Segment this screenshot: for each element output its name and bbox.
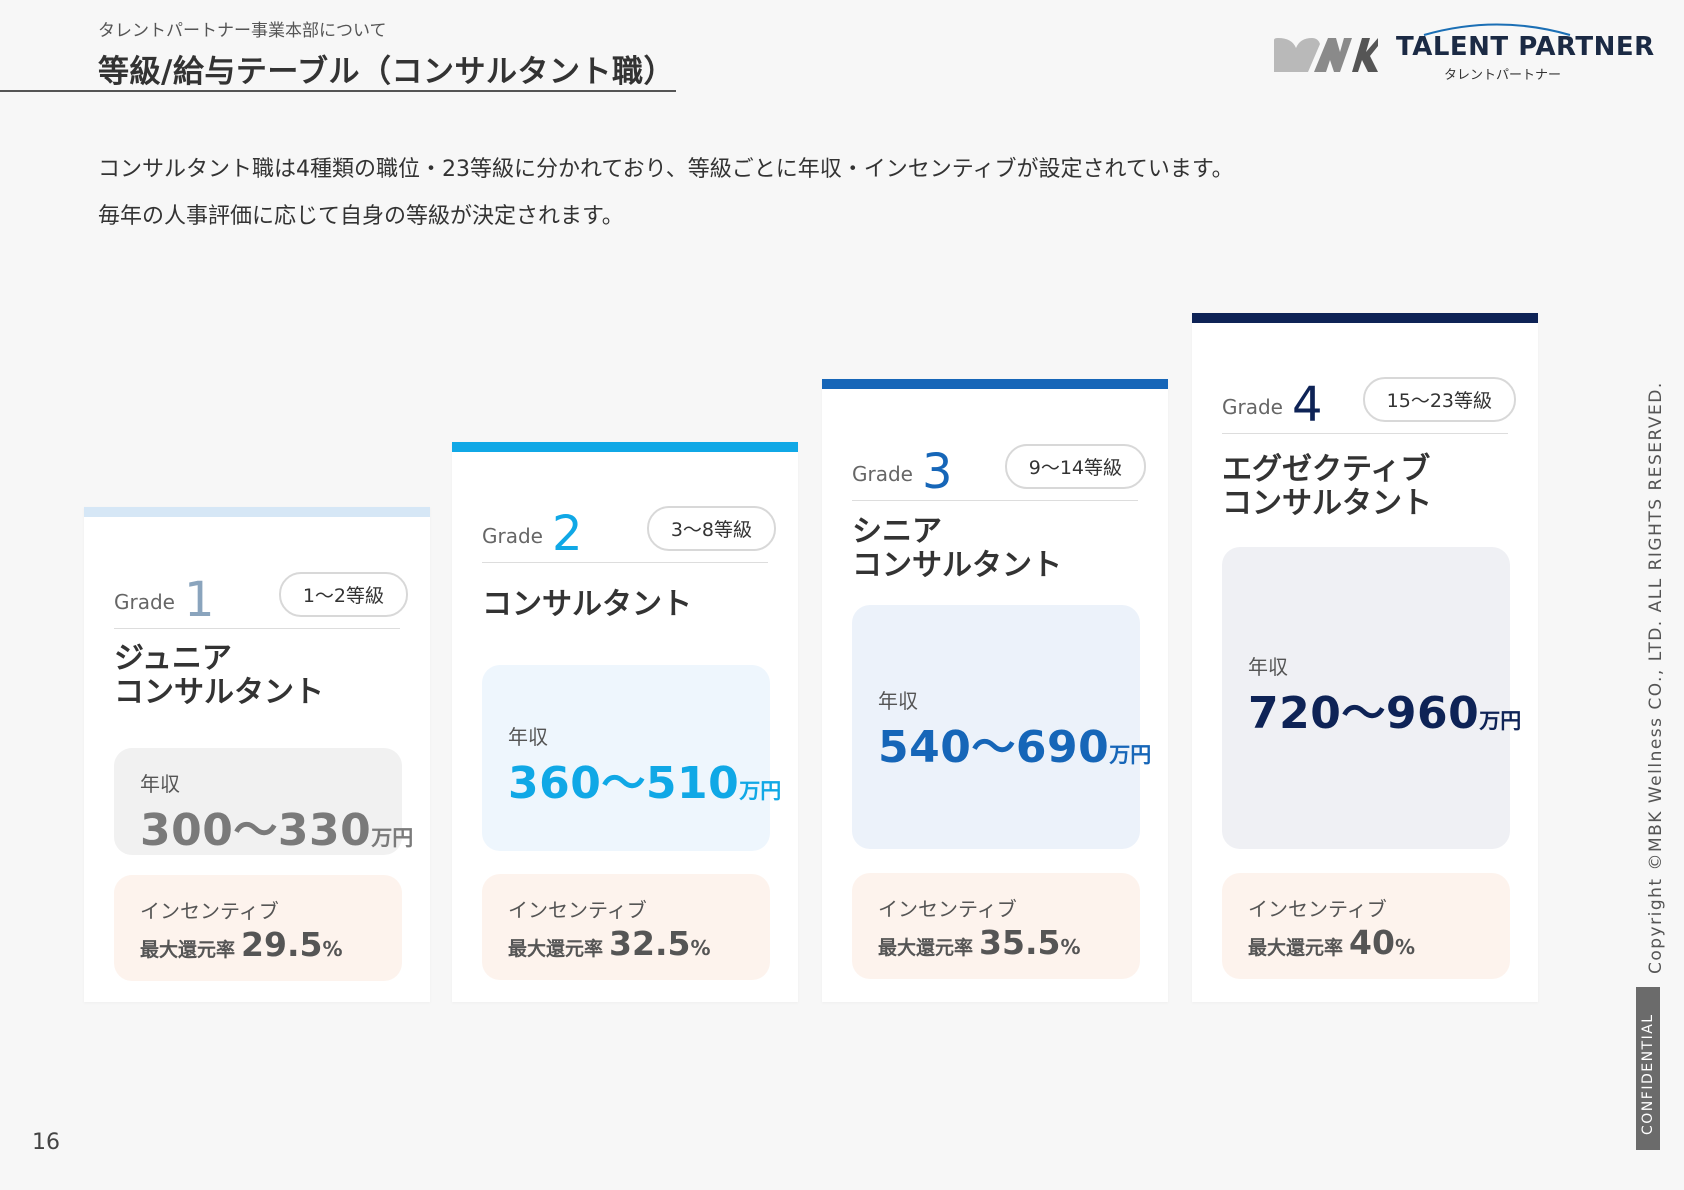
mwk-logo-mark-icon — [1274, 38, 1378, 72]
grade-4-header: Grade 4 15〜23等級 — [1222, 373, 1516, 434]
grade-3-incentive-unit: % — [1060, 935, 1081, 959]
intro-line-2: 毎年の人事評価に応じて自身の等級が決定されます。 — [98, 204, 624, 229]
grade-2-salary-box: 年収 360〜510万円 — [482, 665, 781, 851]
grade-1-incentive-unit: % — [322, 937, 343, 961]
header-subtitle: タレントパートナー事業本部について — [98, 21, 387, 41]
copyright-text: Copyright ©MBK Wellness CO., LTD. ALL RI… — [1646, 381, 1666, 974]
grade-1-range-badge: 1〜2等級 — [278, 572, 408, 617]
logo-text: TALENT PARTNER — [1396, 32, 1655, 62]
page-number: 16 — [32, 1130, 60, 1155]
grade-3-title-line-2: コンサルタント — [852, 548, 1062, 583]
grade-1-salary-box: 年収 300〜330万円 — [114, 748, 413, 856]
grade-2-range-badge: 3〜8等級 — [646, 506, 776, 551]
grade-4-incentive-label: インセンティブ — [1248, 897, 1387, 921]
grade-3-accent-bar — [822, 379, 1168, 389]
grade-1-incentive-label: インセンティブ — [140, 899, 279, 923]
grade-2-incentive-unit: % — [690, 936, 711, 960]
grade-4-salary-unit: 万円 — [1479, 709, 1522, 733]
grade-1-number: 1 — [184, 572, 215, 628]
grade-4-incentive-rate: 最大還元率 40% — [1248, 923, 1415, 962]
grade-2-header: Grade 2 3〜8等級 — [482, 502, 776, 563]
grade-2-incentive-rate: 最大還元率 32.5% — [508, 924, 710, 963]
grade-1-title-line-1: ジュニア — [114, 641, 232, 676]
grade-1-header: Grade 1 1〜2等級 — [114, 568, 408, 629]
grade-3-incentive-value: 35.5 — [979, 923, 1061, 962]
grade-3-salary-label: 年収 — [878, 689, 918, 713]
grade-4-range-badge: 15〜23等級 — [1362, 377, 1516, 422]
grade-1-accent-bar — [84, 507, 430, 517]
grade-3-number: 3 — [922, 444, 953, 500]
grade-2-incentive-label: インセンティブ — [508, 898, 647, 922]
grade-2-number: 2 — [552, 506, 583, 562]
grade-4-job-title: エグゼクティブ コンサルタント — [1222, 453, 1432, 521]
grade-1-incentive-rate: 最大還元率 29.5% — [140, 925, 342, 964]
grade-3-range-badge: 9〜14等級 — [1004, 444, 1146, 489]
grade-2-incentive-box: インセンティブ 最大還元率 32.5% — [482, 874, 770, 980]
grade-3-incentive-label: インセンティブ — [878, 897, 1017, 921]
grade-4-salary-box: 年収 720〜960万円 — [1222, 547, 1521, 849]
grade-2-incentive-value: 32.5 — [609, 924, 691, 963]
logo-kana: タレントパートナー — [1444, 68, 1562, 83]
grade-1-incentive-text: 最大還元率 — [140, 939, 236, 961]
grade-1-salary-label: 年収 — [140, 772, 180, 796]
grade-2-accent-bar — [452, 442, 798, 452]
grade-1-incentive-box: インセンティブ 最大還元率 29.5% — [114, 875, 402, 981]
grade-4-title-line-1: エグゼクティブ — [1222, 452, 1431, 487]
grade-3-header: Grade 3 9〜14等級 — [852, 440, 1146, 501]
grade-3-incentive-rate: 最大還元率 35.5% — [878, 923, 1080, 962]
grade-3-label: Grade — [852, 462, 913, 486]
header-rule — [0, 90, 676, 92]
grade-3-salary-range: 540〜690 — [878, 722, 1110, 773]
intro-text: コンサルタント職は4種類の職位・23等級に分かれており、等級ごとに年収・インセン… — [98, 146, 1234, 240]
grade-4-salary-range: 720〜960 — [1248, 688, 1480, 739]
grade-4-title-line-2: コンサルタント — [1222, 486, 1432, 521]
grade-card-3: Grade 3 9〜14等級 シニア コンサルタント 年収 540〜690万円 … — [822, 379, 1168, 1002]
grade-4-salary-value: 720〜960万円 — [1248, 677, 1521, 741]
grade-4-incentive-text: 最大還元率 — [1248, 937, 1344, 959]
grade-4-incentive-box: インセンティブ 最大還元率 40% — [1222, 873, 1510, 979]
confidential-badge: CONFIDENTIAL — [1636, 987, 1660, 1150]
grade-1-incentive-value: 29.5 — [241, 925, 323, 964]
grade-2-job-title: コンサルタント — [482, 588, 692, 622]
grade-3-salary-value: 540〜690万円 — [878, 711, 1151, 775]
grade-3-incentive-box: インセンティブ 最大還元率 35.5% — [852, 873, 1140, 979]
grade-2-label: Grade — [482, 524, 543, 548]
grade-2-salary-value: 360〜510万円 — [508, 747, 781, 811]
grade-1-salary-value: 300〜330万円 — [140, 794, 413, 858]
grade-1-salary-range: 300〜330 — [140, 805, 372, 856]
grade-3-job-title: シニア コンサルタント — [852, 515, 1062, 583]
grade-3-salary-box: 年収 540〜690万円 — [852, 605, 1151, 849]
grade-card-2: Grade 2 3〜8等級 コンサルタント 年収 360〜510万円 インセンテ… — [452, 442, 798, 1002]
grade-2-salary-label: 年収 — [508, 725, 548, 749]
grade-2-salary-range: 360〜510 — [508, 758, 740, 809]
grade-1-salary-unit: 万円 — [371, 826, 414, 850]
grade-3-title-line-1: シニア — [852, 514, 942, 549]
grade-1-title-line-2: コンサルタント — [114, 675, 324, 710]
grade-card-4: Grade 4 15〜23等級 エグゼクティブ コンサルタント 年収 720〜9… — [1192, 313, 1538, 1002]
grade-1-label: Grade — [114, 590, 175, 614]
grade-2-salary-unit: 万円 — [739, 779, 782, 803]
grade-1-job-title: ジュニア コンサルタント — [114, 642, 324, 710]
grade-4-incentive-value: 40 — [1349, 923, 1395, 962]
confidential-label: CONFIDENTIAL — [1640, 1013, 1656, 1135]
intro-line-1: コンサルタント職は4種類の職位・23等級に分かれており、等級ごとに年収・インセン… — [98, 157, 1234, 182]
page-title: 等級/給与テーブル（コンサルタント職） — [98, 54, 675, 90]
grade-2-title-line-1: コンサルタント — [482, 587, 692, 622]
grade-4-accent-bar — [1192, 313, 1538, 323]
grade-4-label: Grade — [1222, 395, 1283, 419]
grade-2-incentive-text: 最大還元率 — [508, 938, 604, 960]
grade-card-1: Grade 1 1〜2等級 ジュニア コンサルタント 年収 300〜330万円 … — [84, 507, 430, 1002]
grade-4-incentive-unit: % — [1394, 935, 1415, 959]
grade-3-incentive-text: 最大還元率 — [878, 937, 974, 959]
grade-4-salary-label: 年収 — [1248, 655, 1288, 679]
grade-3-salary-unit: 万円 — [1109, 743, 1152, 767]
logo-arc-icon — [1423, 23, 1571, 36]
grade-4-number: 4 — [1292, 377, 1323, 433]
talent-partner-logo: TALENT PARTNER タレントパートナー — [1272, 23, 1654, 88]
